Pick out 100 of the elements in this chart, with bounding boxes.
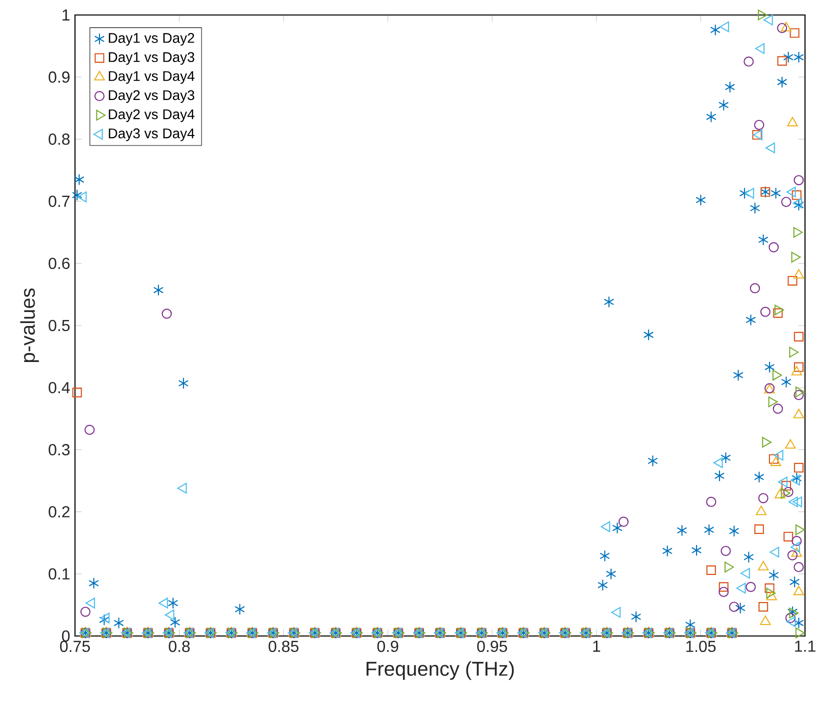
point [744,188,754,199]
point [77,192,87,202]
point [736,582,746,594]
point [80,606,90,617]
point [766,142,775,154]
point [706,496,716,507]
point [777,22,788,34]
point [778,476,788,488]
point [788,276,798,286]
point [758,602,768,612]
legend-label: Day2 vs Day3 [108,90,194,103]
y-tick-label: 0.5 [48,320,70,332]
y-tick-label: 0.6 [48,258,70,270]
point [720,21,730,32]
point [772,370,782,381]
point [795,386,805,398]
point [86,598,96,608]
y-tick-label: 0.8 [48,134,70,145]
x-tick-label: 0.95 [477,640,508,652]
point [600,521,610,532]
point [790,474,800,486]
point [785,612,796,624]
point [754,120,764,130]
point [777,56,787,66]
point [755,43,765,54]
x-tick-label: 0.8 [168,640,190,652]
point [740,568,750,579]
point [792,496,802,508]
point [795,628,805,638]
point [760,616,771,626]
point [770,456,782,466]
point [783,486,794,497]
point [764,583,774,593]
point [774,450,784,461]
x-tick-label: 1.1 [795,640,816,652]
point [774,488,786,498]
point [787,116,798,126]
y-tick-label: 0.7 [48,196,70,207]
point [785,439,796,449]
point [770,546,780,558]
point [795,524,805,536]
y-tick-label: 0.9 [48,71,70,83]
x-tick-label: 1 [593,640,600,652]
point [720,546,731,556]
point [84,424,95,435]
x-tick-label: 0.9 [377,640,398,652]
point [781,480,792,491]
y-tick-label: 0.2 [48,506,70,518]
point [72,388,82,398]
point [164,610,174,620]
point [781,196,792,207]
point [768,454,779,464]
y-axis-title: p-values [20,288,39,362]
x-tick-label: 0.75 [60,640,90,652]
y-tick-label: 0 [62,630,70,642]
point [177,482,187,494]
point [792,190,802,200]
legend-label: Day1 vs Day4 [108,71,194,84]
point [718,582,728,592]
point [772,404,783,414]
point [611,607,621,618]
point [793,408,804,418]
point [790,28,800,38]
point [744,56,754,67]
point [791,366,802,376]
point [794,390,804,400]
point [162,308,172,319]
point [794,562,804,572]
point [750,283,760,294]
point [754,524,764,534]
legend-label: Day1 vs Day2 [108,33,194,46]
point [790,542,800,553]
point [718,586,729,597]
point [746,582,756,592]
point [158,598,168,608]
point [766,590,778,600]
point [793,586,804,596]
point [780,22,792,32]
x-axis-title: Frequency (THz) [366,661,514,680]
point [768,242,779,252]
point [794,462,804,473]
point [791,547,802,557]
y-tick-label: 0.1 [48,568,70,580]
point [729,602,740,612]
point [763,14,773,26]
point [787,550,798,560]
point [100,612,110,624]
point [786,186,796,198]
point [713,457,723,468]
point [618,516,629,527]
point [793,269,804,279]
point [794,362,804,372]
point [760,306,770,317]
point [706,565,716,575]
point [758,493,768,504]
point [784,532,794,542]
point [786,616,796,628]
legend-label: Day3 vs Day4 [108,128,194,142]
point [756,506,767,516]
point [758,560,769,570]
